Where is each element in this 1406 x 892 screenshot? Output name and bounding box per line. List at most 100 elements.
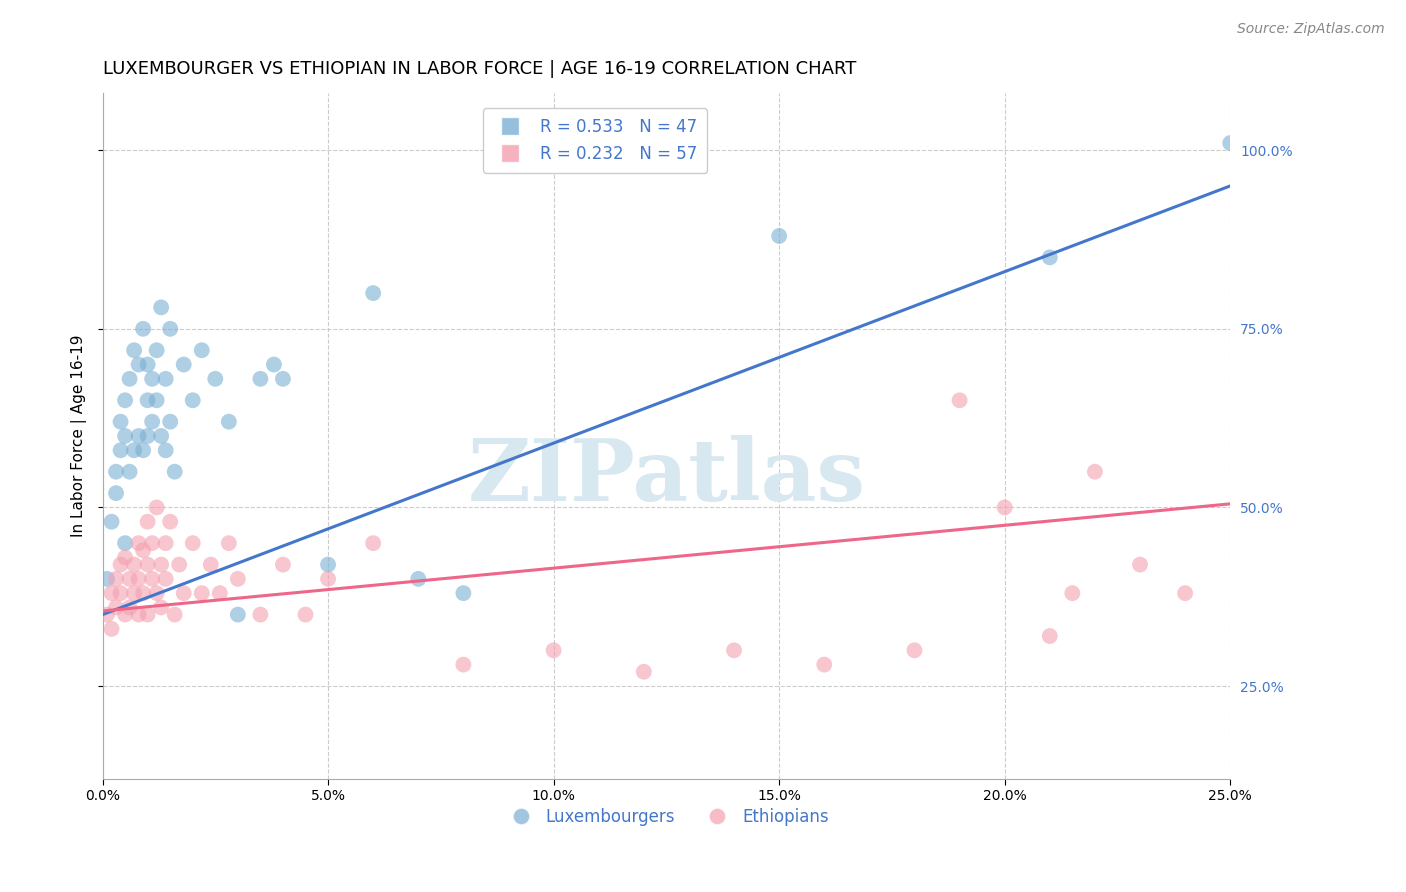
Point bbox=[167, 558, 190, 572]
Point bbox=[122, 343, 145, 358]
Point bbox=[948, 393, 970, 408]
Point bbox=[145, 393, 167, 408]
Point bbox=[1129, 558, 1152, 572]
Point bbox=[150, 558, 173, 572]
Point bbox=[294, 607, 316, 622]
Point bbox=[145, 500, 167, 515]
Point bbox=[141, 415, 163, 429]
Point bbox=[1062, 586, 1084, 600]
Point bbox=[173, 586, 195, 600]
Point bbox=[218, 536, 240, 550]
Point bbox=[100, 515, 122, 529]
Point bbox=[1174, 586, 1197, 600]
Point bbox=[723, 643, 745, 657]
Point bbox=[96, 607, 118, 622]
Point bbox=[155, 443, 177, 458]
Point bbox=[271, 372, 294, 386]
Point bbox=[114, 536, 136, 550]
Text: ZIPatlas: ZIPatlas bbox=[467, 435, 865, 519]
Point bbox=[768, 229, 790, 244]
Point bbox=[316, 572, 339, 586]
Point bbox=[633, 665, 655, 679]
Point bbox=[159, 515, 181, 529]
Point bbox=[406, 572, 429, 586]
Point bbox=[128, 429, 150, 443]
Point bbox=[226, 607, 249, 622]
Point bbox=[96, 572, 118, 586]
Point bbox=[141, 372, 163, 386]
Y-axis label: In Labor Force | Age 16-19: In Labor Force | Age 16-19 bbox=[72, 334, 87, 537]
Point bbox=[204, 372, 226, 386]
Point bbox=[110, 415, 132, 429]
Point bbox=[173, 358, 195, 372]
Point bbox=[105, 572, 128, 586]
Point bbox=[263, 358, 285, 372]
Point bbox=[128, 607, 150, 622]
Point bbox=[361, 286, 384, 301]
Point bbox=[150, 429, 173, 443]
Point bbox=[114, 429, 136, 443]
Point bbox=[155, 536, 177, 550]
Point bbox=[813, 657, 835, 672]
Point bbox=[249, 607, 271, 622]
Point bbox=[114, 393, 136, 408]
Point bbox=[163, 465, 186, 479]
Point bbox=[190, 586, 212, 600]
Text: Source: ZipAtlas.com: Source: ZipAtlas.com bbox=[1237, 22, 1385, 37]
Point bbox=[159, 415, 181, 429]
Point bbox=[208, 586, 231, 600]
Point bbox=[118, 600, 141, 615]
Point bbox=[155, 372, 177, 386]
Point bbox=[136, 429, 159, 443]
Point bbox=[361, 536, 384, 550]
Point bbox=[903, 643, 925, 657]
Point bbox=[543, 643, 565, 657]
Point bbox=[118, 465, 141, 479]
Point bbox=[132, 543, 155, 558]
Point bbox=[114, 607, 136, 622]
Point bbox=[132, 322, 155, 336]
Point bbox=[132, 443, 155, 458]
Point bbox=[163, 607, 186, 622]
Point bbox=[145, 586, 167, 600]
Point bbox=[1039, 629, 1062, 643]
Point bbox=[218, 415, 240, 429]
Point bbox=[128, 572, 150, 586]
Point bbox=[453, 586, 475, 600]
Point bbox=[190, 343, 212, 358]
Point bbox=[128, 358, 150, 372]
Point bbox=[271, 558, 294, 572]
Point bbox=[159, 322, 181, 336]
Point bbox=[122, 586, 145, 600]
Point bbox=[136, 515, 159, 529]
Point bbox=[136, 558, 159, 572]
Point bbox=[181, 536, 204, 550]
Point bbox=[1219, 136, 1241, 150]
Point bbox=[1084, 465, 1107, 479]
Point bbox=[105, 465, 128, 479]
Point bbox=[249, 372, 271, 386]
Point bbox=[114, 550, 136, 565]
Point bbox=[105, 486, 128, 500]
Point bbox=[141, 536, 163, 550]
Point bbox=[136, 358, 159, 372]
Point bbox=[136, 393, 159, 408]
Point bbox=[105, 600, 128, 615]
Point bbox=[118, 572, 141, 586]
Point bbox=[118, 372, 141, 386]
Point bbox=[145, 343, 167, 358]
Point bbox=[200, 558, 222, 572]
Point bbox=[1039, 251, 1062, 265]
Point bbox=[226, 572, 249, 586]
Point bbox=[136, 607, 159, 622]
Point bbox=[155, 572, 177, 586]
Point bbox=[150, 600, 173, 615]
Point bbox=[994, 500, 1017, 515]
Point bbox=[132, 586, 155, 600]
Point bbox=[100, 586, 122, 600]
Legend: Luxembourgers, Ethiopians: Luxembourgers, Ethiopians bbox=[498, 801, 835, 832]
Point bbox=[122, 558, 145, 572]
Point bbox=[122, 443, 145, 458]
Point bbox=[110, 586, 132, 600]
Text: LUXEMBOURGER VS ETHIOPIAN IN LABOR FORCE | AGE 16-19 CORRELATION CHART: LUXEMBOURGER VS ETHIOPIAN IN LABOR FORCE… bbox=[103, 60, 856, 78]
